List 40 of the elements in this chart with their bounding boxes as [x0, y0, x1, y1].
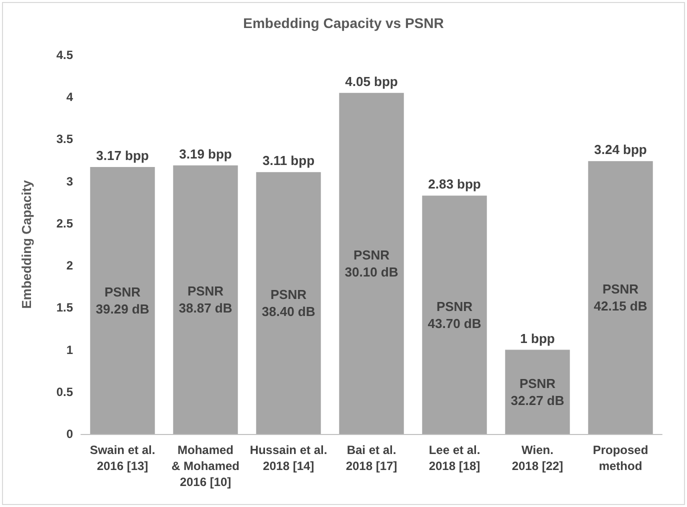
- x-tick-label: Lee et al. 2018 [18]: [428, 443, 480, 473]
- y-axis-title: Embedding Capacity: [19, 179, 34, 309]
- annotation: PSNR 43.70 dB: [428, 298, 482, 331]
- annotation: PSNR 38.87 dB: [178, 284, 232, 316]
- x-tick-label: Bai et al. 2018 [17]: [346, 443, 398, 473]
- annotation: PSNR 39.29 dB: [96, 284, 150, 317]
- annotation: PSNR 38.40 dB: [262, 287, 316, 320]
- y-tick-label: 3: [66, 174, 74, 188]
- bar: [256, 172, 321, 434]
- bar: [422, 196, 487, 434]
- chart-title: Embedding Capacity vs PSNR: [243, 15, 444, 31]
- y-tick-label: 1.5: [56, 300, 74, 315]
- x-tick-label: Hussain et al. 2018 [14]: [250, 443, 328, 473]
- annotation: PSNR 42.15 dB: [594, 282, 648, 314]
- bar: [588, 161, 653, 434]
- y-tick-label: 3.5: [56, 132, 74, 146]
- bar: [90, 167, 155, 434]
- x-tick-label: Proposed method: [592, 443, 648, 473]
- data-label: 2.83 bpp: [428, 176, 481, 192]
- y-tick-label: 4.5: [56, 48, 74, 62]
- y-tick-label: 2: [66, 258, 74, 273]
- x-tick-label: Wien. 2018 [22]: [512, 443, 564, 473]
- y-tick-label: 0: [66, 427, 74, 441]
- bar: [505, 350, 570, 434]
- data-label: 1 bpp: [520, 330, 555, 346]
- bar: [339, 92, 404, 434]
- x-tick-label: Mohamed & Mohamed 2016 [10]: [171, 443, 240, 489]
- data-label: 3.19 bpp: [179, 146, 232, 162]
- data-label: 3.24 bpp: [594, 142, 647, 158]
- annotation: PSNR 32.27 dB: [510, 376, 564, 408]
- y-tick-label: 2.5: [56, 216, 74, 230]
- y-tick-label: 1: [66, 342, 74, 357]
- y-tick-label: 4: [66, 90, 74, 104]
- data-label: 4.05 bpp: [345, 74, 398, 89]
- y-tick-label: 0.5: [56, 384, 74, 399]
- annotation: PSNR 30.10 dB: [344, 247, 398, 280]
- data-label: 3.17 bpp: [96, 148, 149, 164]
- data-label: 3.11 bpp: [262, 153, 315, 168]
- bar: [173, 165, 238, 434]
- x-tick-label: Swain et al. 2016 [13]: [90, 443, 156, 473]
